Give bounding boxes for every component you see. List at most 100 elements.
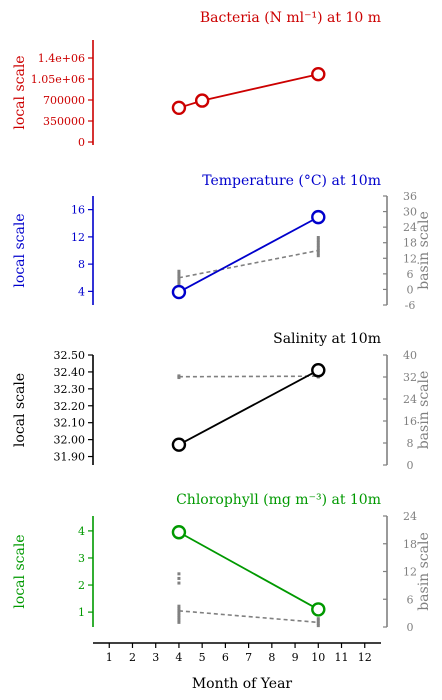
basin-tick-label-1: 30 bbox=[403, 206, 417, 219]
local-tick-label-0: 1.05e+06 bbox=[31, 73, 85, 86]
basin-point-1 bbox=[177, 272, 181, 276]
local-tick-label-3: 1 bbox=[78, 606, 85, 619]
local-tick-label-1: 4 bbox=[78, 285, 85, 298]
x-tick-label: 5 bbox=[199, 651, 206, 664]
basin-point-1 bbox=[316, 236, 320, 240]
x-axis-title: Month of Year bbox=[192, 676, 293, 692]
basin-point-3 bbox=[177, 576, 181, 580]
local-tick-label-2: 31.90 bbox=[54, 451, 86, 464]
local-axis-title-1: local scale bbox=[12, 213, 28, 287]
panel-title-3: Chlorophyll (mg m⁻³) at 10m bbox=[176, 492, 381, 508]
local-tick-label-2: 32.30 bbox=[54, 383, 86, 396]
basin-axis-title-1: basin scale bbox=[416, 211, 432, 290]
x-tick-label: 8 bbox=[268, 651, 275, 664]
basin-point-1 bbox=[177, 280, 181, 284]
basin-point-3 bbox=[177, 618, 181, 622]
basin-point-3 bbox=[177, 604, 181, 608]
x-tick-label: 7 bbox=[245, 651, 252, 664]
basin-point-3 bbox=[316, 621, 320, 625]
series-point-2 bbox=[311, 363, 326, 378]
basin-point-3 bbox=[177, 607, 181, 610]
local-tick-label-2: 32.10 bbox=[54, 417, 86, 430]
series-point-3 bbox=[311, 602, 326, 617]
basin-point-3 bbox=[177, 620, 181, 624]
local-tick-label-0: 0 bbox=[78, 136, 85, 149]
basin-tick-label-1: -6 bbox=[405, 299, 416, 312]
x-tick-label: 1 bbox=[106, 651, 113, 664]
series-point-1 bbox=[171, 284, 187, 300]
x-tick-label: 4 bbox=[175, 651, 182, 664]
local-tick-label-3: 2 bbox=[78, 579, 85, 592]
local-tick-label-0: 350000 bbox=[43, 115, 85, 128]
basin-point-2 bbox=[177, 374, 181, 378]
basin-point-3 bbox=[316, 619, 320, 623]
basin-point-1 bbox=[177, 277, 181, 281]
local-tick-label-1: 8 bbox=[78, 258, 85, 271]
x-tick-label: 2 bbox=[129, 651, 136, 664]
basin-mean-line-2 bbox=[178, 375, 319, 378]
local-tick-label-1: 16 bbox=[71, 204, 85, 217]
local-tick-label-2: 32.00 bbox=[54, 434, 86, 447]
basin-point-1 bbox=[316, 246, 320, 250]
basin-point-3 bbox=[316, 624, 320, 628]
local-tick-label-3: 4 bbox=[78, 525, 85, 538]
basin-tick-label-3: 18 bbox=[403, 538, 417, 551]
panel-title-1: Temperature (°C) at 10m bbox=[202, 173, 381, 189]
panel-title-0: Bacteria (N ml⁻¹) at 10 m bbox=[200, 10, 381, 26]
basin-point-3 bbox=[177, 613, 181, 617]
local-tick-label-2: 32.50 bbox=[54, 349, 86, 362]
local-tick-label-0: 700000 bbox=[43, 94, 85, 107]
basin-point-3 bbox=[177, 572, 181, 576]
basin-tick-label-3: 12 bbox=[403, 566, 417, 579]
series-line-1 bbox=[178, 216, 319, 293]
basin-tick-label-1: 24 bbox=[403, 221, 417, 234]
basin-point-1 bbox=[316, 238, 320, 242]
basin-tick-label-1: 12 bbox=[403, 252, 417, 265]
basin-tick-label-3: 6 bbox=[407, 593, 414, 606]
local-axis-title-0: local scale bbox=[12, 55, 28, 129]
local-axis-title-3: local scale bbox=[12, 534, 28, 608]
series-point-3 bbox=[171, 525, 187, 540]
basin-point-1 bbox=[177, 269, 181, 273]
basin-axis-title-2: basin scale bbox=[416, 371, 432, 450]
basin-tick-label-2: 16 bbox=[403, 415, 417, 428]
basin-tick-label-2: 24 bbox=[403, 393, 417, 406]
basin-mean-line-1 bbox=[178, 249, 319, 279]
x-tick-label: 10 bbox=[311, 651, 325, 664]
local-axis-title-2: local scale bbox=[12, 373, 28, 447]
series-point-2 bbox=[171, 437, 187, 452]
series-line-2 bbox=[178, 369, 319, 446]
x-tick-label: 12 bbox=[358, 651, 372, 664]
x-tick-label: 3 bbox=[152, 651, 159, 664]
basin-mean-line-3 bbox=[178, 610, 319, 624]
basin-tick-label-2: 40 bbox=[403, 349, 417, 362]
basin-point-1 bbox=[316, 241, 320, 245]
basin-tick-label-1: 6 bbox=[407, 268, 414, 281]
basin-point-3 bbox=[177, 581, 181, 585]
panel-title-2: Salinity at 10m bbox=[273, 331, 381, 347]
basin-tick-label-3: 0 bbox=[407, 621, 414, 634]
series-point-0 bbox=[311, 66, 326, 82]
basin-point-3 bbox=[177, 611, 181, 615]
series-point-0 bbox=[194, 93, 210, 108]
basin-point-3 bbox=[177, 616, 181, 620]
basin-point-1 bbox=[177, 282, 181, 286]
local-tick-label-2: 32.40 bbox=[54, 366, 86, 379]
series-point-0 bbox=[171, 100, 187, 116]
basin-tick-label-2: 32 bbox=[403, 371, 417, 384]
basin-point-1 bbox=[316, 251, 320, 255]
basin-tick-label-2: 8 bbox=[407, 437, 414, 450]
basin-point-1 bbox=[316, 243, 320, 247]
basin-tick-label-1: 18 bbox=[403, 237, 417, 250]
local-tick-label-3: 3 bbox=[78, 552, 85, 565]
series-point-1 bbox=[311, 209, 326, 225]
x-tick-label: 9 bbox=[292, 651, 299, 664]
basin-tick-label-3: 24 bbox=[403, 510, 417, 523]
x-tick-label: 6 bbox=[222, 651, 229, 664]
series-line-3 bbox=[178, 531, 319, 611]
basin-point-1 bbox=[177, 274, 181, 278]
basin-point-3 bbox=[316, 617, 320, 621]
x-tick-label: 11 bbox=[335, 651, 349, 664]
local-tick-label-2: 32.20 bbox=[54, 400, 86, 413]
